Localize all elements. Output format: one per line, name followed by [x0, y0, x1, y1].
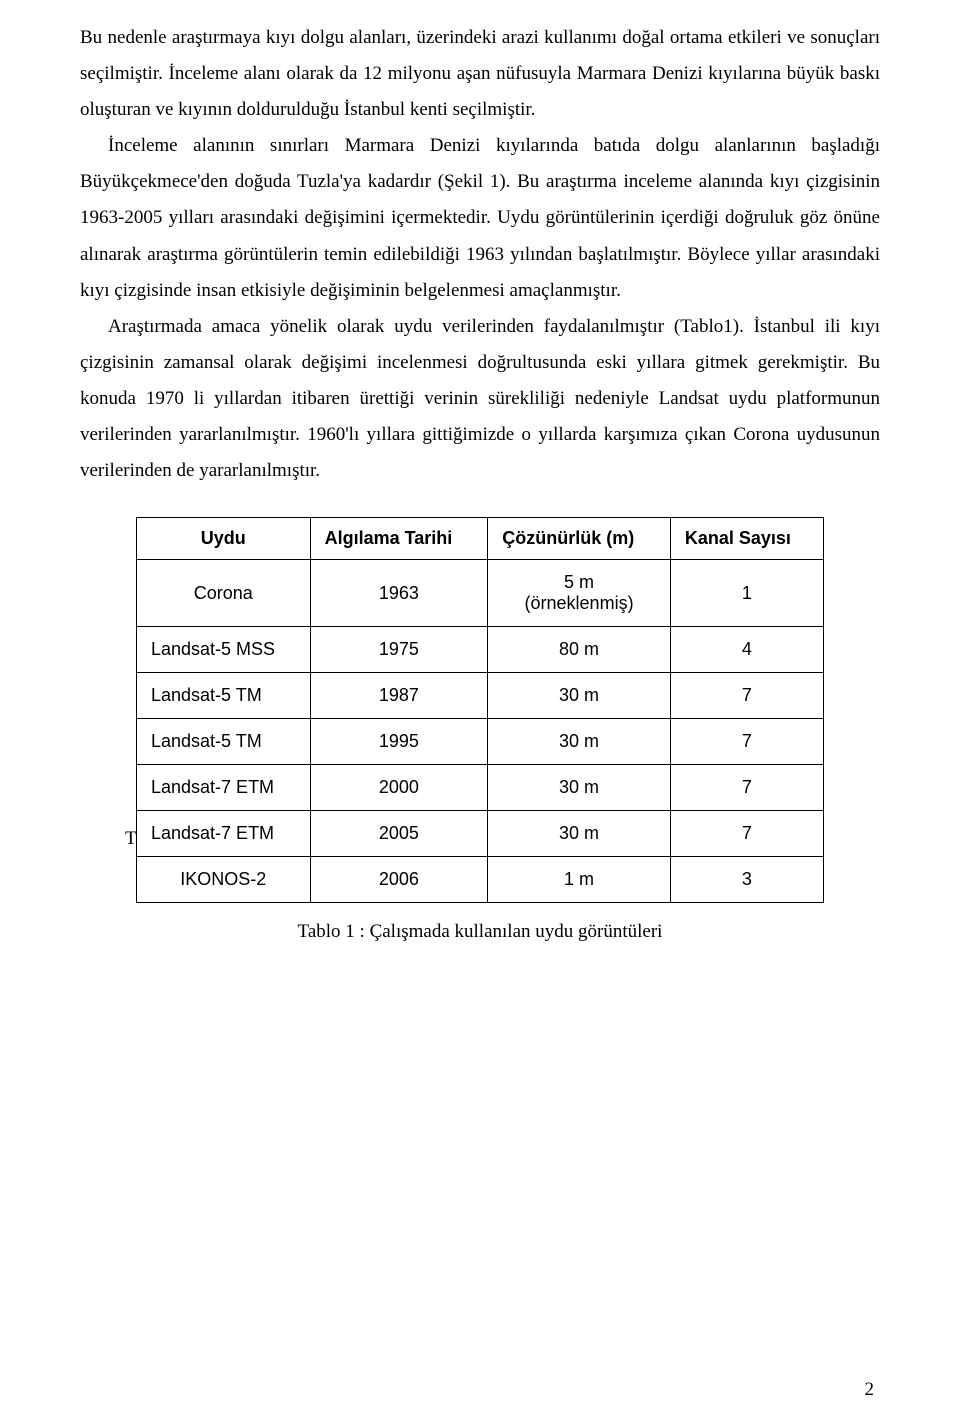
- cell-uydu-text: Landsat-7 ETM: [151, 823, 274, 843]
- cell-uydu: Landsat-5 TM: [137, 673, 311, 719]
- table-row: Landsat-7 ETM 200030 m7: [137, 765, 824, 811]
- table-row: Landsat-5 MSS 197580 m4: [137, 627, 824, 673]
- cell-uydu: IKONOS-2: [137, 857, 311, 903]
- body-paragraph-1: Bu nedenle araştırmaya kıyı dolgu alanla…: [80, 20, 880, 128]
- cell-uydu-text: Landsat-5 MSS: [151, 639, 275, 659]
- table-row: IKONOS-2 20061 m3: [137, 857, 824, 903]
- table-row: TLandsat-7 ETM200530 m7: [137, 811, 824, 857]
- cell-tarih: 2000: [310, 765, 488, 811]
- cell-uydu-text: Corona: [194, 583, 253, 603]
- table-row: Landsat-5 TM 199530 m7: [137, 719, 824, 765]
- cell-tarih: 1975: [310, 627, 488, 673]
- col-header-coz: Çözünürlük (m): [488, 518, 671, 560]
- col-header-uydu: Uydu: [137, 518, 311, 560]
- table-header-row: Uydu Algılama Tarihi Çözünürlük (m) Kana…: [137, 518, 824, 560]
- body-paragraph-2: İnceleme alanının sınırları Marmara Deni…: [80, 128, 880, 308]
- cell-uydu: TLandsat-7 ETM: [137, 811, 311, 857]
- body-paragraph-3: Araştırmada amaca yönelik olarak uydu ve…: [80, 309, 880, 489]
- cell-uydu: Landsat-5 MSS: [137, 627, 311, 673]
- col-header-kanal: Kanal Sayısı: [670, 518, 823, 560]
- cell-coz: 30 m: [488, 765, 671, 811]
- cell-kanal: 7: [670, 811, 823, 857]
- cell-uydu: Corona: [137, 560, 311, 627]
- cell-coz: 80 m: [488, 627, 671, 673]
- cell-uydu: Landsat-5 TM: [137, 719, 311, 765]
- cell-kanal: 3: [670, 857, 823, 903]
- cell-uydu: Landsat-7 ETM: [137, 765, 311, 811]
- cell-tarih: 2005: [310, 811, 488, 857]
- cell-uydu-text: Landsat-5 TM: [151, 731, 262, 751]
- cell-kanal: 7: [670, 673, 823, 719]
- table-caption: Tablo 1 : Çalışmada kullanılan uydu görü…: [80, 921, 880, 943]
- cell-kanal: 7: [670, 765, 823, 811]
- cell-kanal: 7: [670, 719, 823, 765]
- stray-letter: T: [125, 828, 137, 850]
- cell-coz: 1 m: [488, 857, 671, 903]
- page-number: 2: [865, 1379, 875, 1401]
- cell-coz: 5 m(örneklenmiş): [488, 560, 671, 627]
- cell-kanal: 4: [670, 627, 823, 673]
- cell-tarih: 1995: [310, 719, 488, 765]
- cell-tarih: 2006: [310, 857, 488, 903]
- table-row: Landsat-5 TM 198730 m7: [137, 673, 824, 719]
- cell-uydu-text: Landsat-7 ETM: [151, 777, 274, 797]
- cell-tarih: 1963: [310, 560, 488, 627]
- cell-coz: 30 m: [488, 673, 671, 719]
- cell-coz: 30 m: [488, 719, 671, 765]
- table-row: Corona 19635 m(örneklenmiş)1: [137, 560, 824, 627]
- cell-uydu-text: IKONOS-2: [180, 869, 266, 889]
- cell-coz: 30 m: [488, 811, 671, 857]
- col-header-tarih: Algılama Tarihi: [310, 518, 488, 560]
- cell-uydu-text: Landsat-5 TM: [151, 685, 262, 705]
- cell-kanal: 1: [670, 560, 823, 627]
- cell-tarih: 1987: [310, 673, 488, 719]
- satellite-data-table: Uydu Algılama Tarihi Çözünürlük (m) Kana…: [136, 517, 824, 903]
